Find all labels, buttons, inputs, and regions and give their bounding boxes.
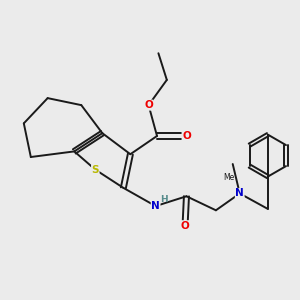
Text: O: O xyxy=(144,100,153,110)
Text: O: O xyxy=(181,221,189,231)
Text: Me: Me xyxy=(223,173,234,182)
Text: S: S xyxy=(92,165,99,175)
Text: O: O xyxy=(182,131,191,141)
Text: N: N xyxy=(236,188,244,199)
Text: N: N xyxy=(151,201,160,211)
Text: H: H xyxy=(160,195,167,204)
